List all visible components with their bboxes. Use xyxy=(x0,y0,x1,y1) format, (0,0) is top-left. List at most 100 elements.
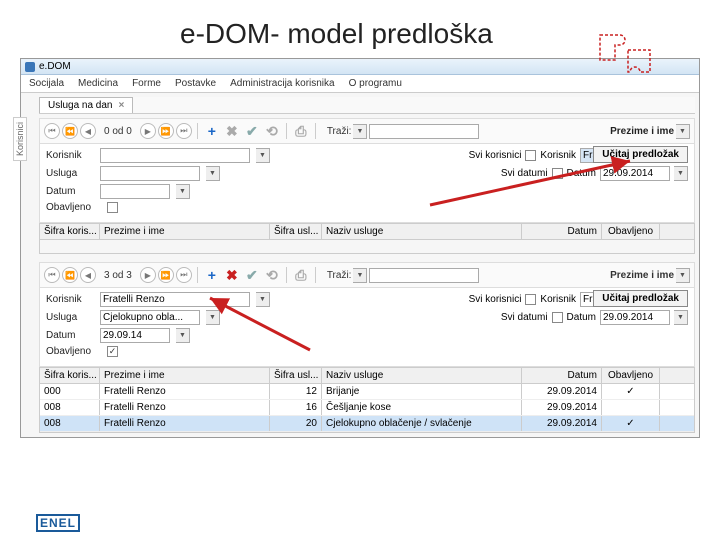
enel-logo: ENEL xyxy=(36,516,80,530)
confirm-icon[interactable]: ✔ xyxy=(243,266,261,284)
korisnik-label: Korisnik xyxy=(46,294,94,305)
menu-item[interactable]: Postavke xyxy=(175,78,216,89)
datum-sel-label: Datum xyxy=(567,312,596,323)
datum-select[interactable] xyxy=(600,166,670,181)
obavljeno-checkbox[interactable] xyxy=(107,346,118,357)
chevron-down-icon[interactable]: ▼ xyxy=(176,328,190,343)
print-icon[interactable]: ⎙ xyxy=(292,266,310,284)
chevron-down-icon[interactable]: ▼ xyxy=(674,310,688,325)
delete-icon[interactable]: ✖ xyxy=(223,266,241,284)
print-icon[interactable]: ⎙ xyxy=(292,122,310,140)
add-icon[interactable]: + xyxy=(203,122,221,140)
chevron-down-icon[interactable]: ▼ xyxy=(176,184,190,199)
korisnik-input[interactable] xyxy=(100,148,250,163)
app-window: e.DOM Socijala Medicina Forme Postavke A… xyxy=(20,58,700,438)
chevron-down-icon[interactable]: ▼ xyxy=(256,148,270,163)
obavljeno-label: Obavljeno xyxy=(46,202,101,213)
tab-strip: Usluga na dan × xyxy=(39,97,695,114)
usluga-input[interactable] xyxy=(100,310,200,325)
table-row[interactable]: 008 Fratelli Renzo 16 Češljanje kose 29.… xyxy=(40,400,694,416)
col-header[interactable]: Šifra usl... xyxy=(270,224,322,239)
chevron-down-icon[interactable]: ▼ xyxy=(206,310,220,325)
datum-input[interactable] xyxy=(100,184,170,199)
nav-next-icon[interactable]: ▶ xyxy=(140,123,156,139)
chevron-down-icon[interactable]: ▼ xyxy=(353,268,367,283)
usluga-input[interactable] xyxy=(100,166,200,181)
nav-last-icon[interactable]: ⏭ xyxy=(176,267,192,283)
menu-item[interactable]: Socijala xyxy=(29,78,64,89)
col-header[interactable]: Šifra usl... xyxy=(270,368,322,383)
undo-icon[interactable]: ⟲ xyxy=(263,266,281,284)
datum-sel-label: Datum xyxy=(567,168,596,179)
table-row[interactable]: 000 Fratelli Renzo 12 Brijanje 29.09.201… xyxy=(40,384,694,400)
search-input[interactable] xyxy=(369,268,479,283)
nav-prev-icon[interactable]: ◀ xyxy=(80,123,96,139)
chevron-down-icon[interactable]: ▼ xyxy=(206,166,220,181)
menu-item[interactable]: O programu xyxy=(349,78,402,89)
nav-first-icon[interactable]: ⏮ xyxy=(44,267,60,283)
chevron-down-icon[interactable]: ▼ xyxy=(676,124,690,139)
obavljeno-checkbox[interactable] xyxy=(107,202,118,213)
svi-datumi-checkbox[interactable] xyxy=(552,168,563,179)
col-header[interactable]: Šifra koris... xyxy=(40,368,100,383)
undo-icon[interactable]: ⟲ xyxy=(263,122,281,140)
col-header[interactable]: Obavljeno xyxy=(602,368,660,383)
record-counter: 0 od 0 xyxy=(98,126,138,137)
side-tab-korisnici[interactable]: Korisnici xyxy=(13,117,27,161)
load-template-button[interactable]: Učitaj predložak xyxy=(593,146,688,163)
korisnik-label: Korisnik xyxy=(46,150,94,161)
col-header[interactable]: Obavljeno xyxy=(602,224,660,239)
korisnik-input[interactable] xyxy=(100,292,250,307)
datum-label: Datum xyxy=(46,330,94,341)
menu-item[interactable]: Forme xyxy=(132,78,161,89)
col-header[interactable]: Datum xyxy=(522,368,602,383)
nav-nextpage-icon[interactable]: ⏩ xyxy=(158,267,174,283)
delete-icon[interactable]: ✖ xyxy=(223,122,241,140)
svi-korisnici-checkbox[interactable] xyxy=(525,294,536,305)
nav-next-icon[interactable]: ▶ xyxy=(140,267,156,283)
svi-korisnici-label: Svi korisnici xyxy=(469,150,522,161)
chevron-down-icon[interactable]: ▼ xyxy=(676,268,690,283)
nav-prevpage-icon[interactable]: ⏪ xyxy=(62,123,78,139)
grid-header-2: Šifra koris... Prezime i ime Šifra usl..… xyxy=(39,367,695,384)
chevron-down-icon[interactable]: ▼ xyxy=(256,292,270,307)
nav-nextpage-icon[interactable]: ⏩ xyxy=(158,123,174,139)
nav-last-icon[interactable]: ⏭ xyxy=(176,123,192,139)
col-header[interactable]: Prezime i ime xyxy=(100,368,270,383)
chevron-down-icon[interactable]: ▼ xyxy=(353,124,367,139)
search-input[interactable] xyxy=(369,124,479,139)
grid-body-2: 000 Fratelli Renzo 12 Brijanje 29.09.201… xyxy=(39,384,695,433)
datum-input[interactable] xyxy=(100,328,170,343)
datum-select[interactable] xyxy=(600,310,670,325)
svi-korisnici-label: Svi korisnici xyxy=(469,294,522,305)
usluga-label: Usluga xyxy=(46,312,94,323)
load-template-button[interactable]: Učitaj predložak xyxy=(593,290,688,307)
col-header[interactable]: Prezime i ime xyxy=(100,224,270,239)
add-icon[interactable]: + xyxy=(203,266,221,284)
record-counter: 3 od 3 xyxy=(98,270,138,281)
nav-prev-icon[interactable]: ◀ xyxy=(80,267,96,283)
col-header[interactable]: Šifra koris... xyxy=(40,224,100,239)
datum-label: Datum xyxy=(46,186,94,197)
menu-item[interactable]: Medicina xyxy=(78,78,118,89)
svi-datumi-label: Svi datumi xyxy=(501,168,548,179)
confirm-icon[interactable]: ✔ xyxy=(243,122,261,140)
nav-prevpage-icon[interactable]: ⏪ xyxy=(62,267,78,283)
col-header[interactable]: Naziv usluge xyxy=(322,368,522,383)
nav-first-icon[interactable]: ⏮ xyxy=(44,123,60,139)
svi-datumi-checkbox[interactable] xyxy=(552,312,563,323)
col-header[interactable]: Naziv usluge xyxy=(322,224,522,239)
toolbar-1: ⏮ ⏪ ◀ 0 od 0 ▶ ⏩ ⏭ + ✖ ✔ ⟲ ⎙ Traži: ▼ Pr… xyxy=(39,118,695,144)
sort-label: Prezime i ime xyxy=(610,270,674,281)
table-row[interactable]: 008 Fratelli Renzo 20 Cjelokupno oblačen… xyxy=(40,416,694,432)
svi-korisnici-checkbox[interactable] xyxy=(525,150,536,161)
menu-item[interactable]: Administracija korisnika xyxy=(230,78,334,89)
tab-usluga-na-dan[interactable]: Usluga na dan × xyxy=(39,97,133,113)
search-label: Traži: xyxy=(327,270,352,281)
korisnik-sel-label: Korisnik xyxy=(540,150,576,161)
col-header[interactable]: Datum xyxy=(522,224,602,239)
tab-label: Usluga na dan xyxy=(48,100,113,111)
sort-label: Prezime i ime xyxy=(610,126,674,137)
close-icon[interactable]: × xyxy=(119,100,125,111)
chevron-down-icon[interactable]: ▼ xyxy=(674,166,688,181)
